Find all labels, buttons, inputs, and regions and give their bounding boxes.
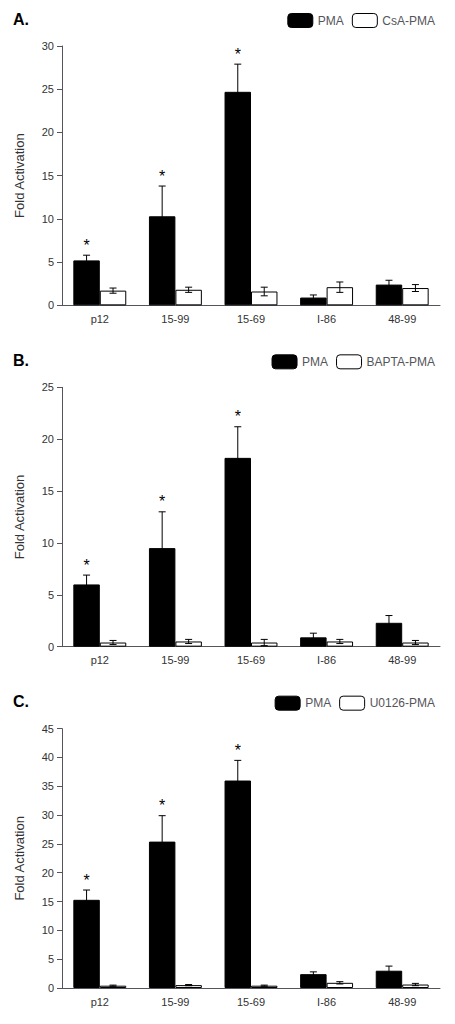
svg-text:25: 25 [42,381,54,393]
svg-text:48-99: 48-99 [388,654,416,666]
svg-text:I-86: I-86 [317,654,336,666]
svg-text:45: 45 [42,723,54,735]
svg-text:Fold Activation: Fold Activation [12,133,27,218]
svg-text:0: 0 [48,299,54,311]
svg-text:15-99: 15-99 [161,996,189,1008]
svg-text:15-99: 15-99 [161,313,189,325]
svg-text:20: 20 [42,126,54,138]
svg-text:5: 5 [48,256,54,268]
svg-text:I-86: I-86 [317,996,336,1008]
svg-text:I-86: I-86 [317,313,336,325]
svg-text:Fold Activation: Fold Activation [12,475,27,560]
svg-text:20: 20 [42,867,54,879]
svg-text:5: 5 [48,953,54,965]
svg-text:30: 30 [42,809,54,821]
svg-text:15-99: 15-99 [161,654,189,666]
svg-text:15: 15 [42,485,54,497]
svg-text:Fold Activation: Fold Activation [12,816,27,901]
svg-text:p12: p12 [91,996,109,1008]
svg-text:5: 5 [48,589,54,601]
svg-text:10: 10 [42,213,54,225]
svg-text:48-99: 48-99 [388,313,416,325]
svg-text:30: 30 [42,40,54,52]
svg-text:*: * [235,742,241,759]
svg-text:*: * [83,557,89,574]
svg-text:0: 0 [48,982,54,994]
svg-text:BAPTA-PMA: BAPTA-PMA [367,355,435,369]
svg-text:PMA: PMA [305,696,331,710]
svg-text:20: 20 [42,433,54,445]
svg-text:*: * [83,237,89,254]
svg-text:40: 40 [42,751,54,763]
svg-text:*: * [83,872,89,889]
svg-text:15-69: 15-69 [237,313,265,325]
svg-text:0: 0 [48,641,54,653]
svg-text:B.: B. [13,352,29,369]
svg-text:10: 10 [42,924,54,936]
svg-text:*: * [159,168,165,185]
svg-text:PMA: PMA [318,14,344,28]
svg-text:*: * [159,493,165,510]
svg-text:C.: C. [13,693,29,710]
svg-text:p12: p12 [91,313,109,325]
svg-text:*: * [235,408,241,425]
svg-text:25: 25 [42,838,54,850]
svg-text:U0126-PMA: U0126-PMA [370,696,435,710]
svg-text:PMA: PMA [302,355,328,369]
svg-text:25: 25 [42,83,54,95]
svg-text:48-99: 48-99 [388,996,416,1008]
svg-text:p12: p12 [91,654,109,666]
svg-text:A.: A. [13,11,29,28]
svg-text:15: 15 [42,896,54,908]
svg-text:10: 10 [42,537,54,549]
svg-text:15: 15 [42,170,54,182]
svg-text:15-69: 15-69 [237,654,265,666]
svg-text:CsA-PMA: CsA-PMA [382,14,435,28]
svg-text:*: * [235,46,241,63]
svg-text:*: * [159,797,165,814]
svg-text:35: 35 [42,780,54,792]
svg-text:15-69: 15-69 [237,996,265,1008]
